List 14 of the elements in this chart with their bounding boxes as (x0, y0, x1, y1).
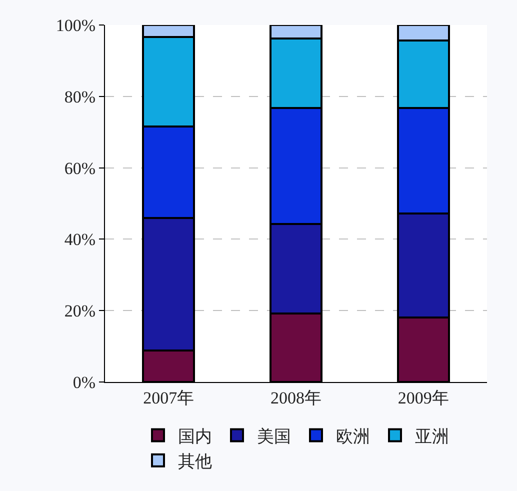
legend-label: 欧洲 (336, 426, 370, 446)
y-tick-label: 0% (72, 372, 96, 392)
legend-label: 其他 (178, 452, 212, 471)
y-tick-label: 20% (64, 302, 96, 321)
x-tick-label: 2007年 (143, 388, 194, 408)
x-tick-label: 2009年 (398, 388, 449, 408)
y-tick-label: 80% (64, 87, 96, 106)
legend-label: 亚洲 (415, 426, 449, 446)
legend-label: 美国 (257, 426, 291, 446)
y-tick-label: 100% (56, 16, 96, 35)
y-tick-label: 40% (64, 230, 96, 250)
y-tick-label: 60% (64, 158, 96, 178)
x-tick-label: 2008年 (270, 388, 322, 408)
legend-label: 国内 (178, 426, 212, 446)
